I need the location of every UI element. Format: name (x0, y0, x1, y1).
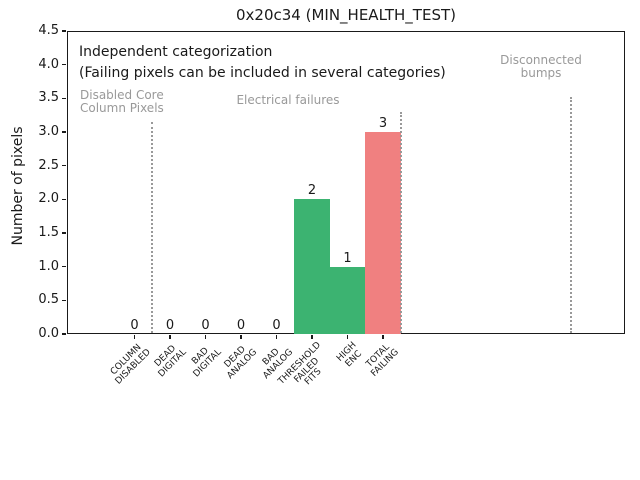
bar-value-label: 0 (201, 318, 210, 333)
x-tick-label-dead-analog: DEAD ANALOG (222, 344, 260, 381)
bar-value-label: 1 (343, 250, 352, 266)
y-tick-mark (62, 198, 66, 200)
x-tick-label-bad-digital: BAD DIGITAL (190, 345, 224, 379)
x-tick-label-total-failing: TOTAL FAILING (364, 342, 402, 379)
bar-value-label: 0 (236, 318, 246, 333)
y-tick-mark (62, 64, 66, 66)
x-tick-mark (311, 335, 313, 339)
bar-value-label: 3 (378, 116, 388, 131)
bar-total-failing (365, 132, 401, 334)
y-tick-label: 2.5 (38, 157, 59, 173)
y-tick-mark (62, 30, 66, 32)
y-axis-label: Number of pixels (10, 126, 26, 246)
annotation-independent-categorization: Independent categorization (79, 44, 273, 60)
y-tick-mark (62, 97, 66, 99)
y-tick-label: 2.0 (38, 191, 59, 207)
y-tick-mark (62, 266, 66, 268)
y-tick-mark (62, 165, 66, 167)
y-tick-label: 4.0 (38, 56, 59, 72)
y-tick-mark (62, 299, 66, 301)
x-tick-mark (346, 335, 349, 339)
y-tick-label: 3.5 (38, 90, 59, 106)
y-tick-label: 4.5 (38, 23, 59, 38)
x-tick-mark (275, 335, 278, 339)
y-tick-mark (62, 131, 66, 133)
x-tick-mark (133, 335, 136, 339)
bar-value-label: 0 (165, 318, 175, 333)
y-tick-label: 3.0 (38, 124, 59, 139)
x-tick-mark (169, 335, 171, 339)
bar-high-enc (329, 266, 366, 334)
y-tick-label: 1.5 (38, 225, 59, 240)
y-tick-mark (62, 232, 66, 234)
y-tick-label: 1.0 (38, 258, 59, 274)
y-tick-mark (62, 333, 66, 335)
group-separator (151, 122, 154, 333)
x-tick-label-column-disabled: COLUMN DISABLED (108, 342, 153, 387)
x-tick-label-dead-digital: DEAD DIGITAL (152, 343, 189, 379)
bar-value-label: 2 (307, 183, 317, 199)
chart-title: 0x20c34 (MIN_HEALTH_TEST) (236, 6, 456, 24)
x-tick-mark (382, 335, 384, 339)
x-tick-mark (240, 335, 242, 339)
y-tick-label: 0.5 (38, 292, 59, 308)
bar-threshold-failed-fits (294, 199, 330, 334)
group-separator (399, 112, 402, 333)
y-tick-label: 0.0 (38, 326, 59, 341)
group-label-2: Disconnected bumps (500, 53, 582, 80)
group-label-0: Disabled Core Column Pixels (80, 88, 164, 115)
group-separator (570, 97, 573, 333)
annotation-failing-pixels-note: (Failing pixels can be included in sever… (79, 65, 446, 81)
x-tick-mark (204, 335, 207, 339)
x-tick-label-high-enc: HIGH ENC (335, 340, 365, 369)
group-label-1: Electrical failures (236, 93, 340, 107)
bar-value-label: 0 (130, 318, 139, 333)
bar-value-label: 0 (272, 318, 281, 333)
